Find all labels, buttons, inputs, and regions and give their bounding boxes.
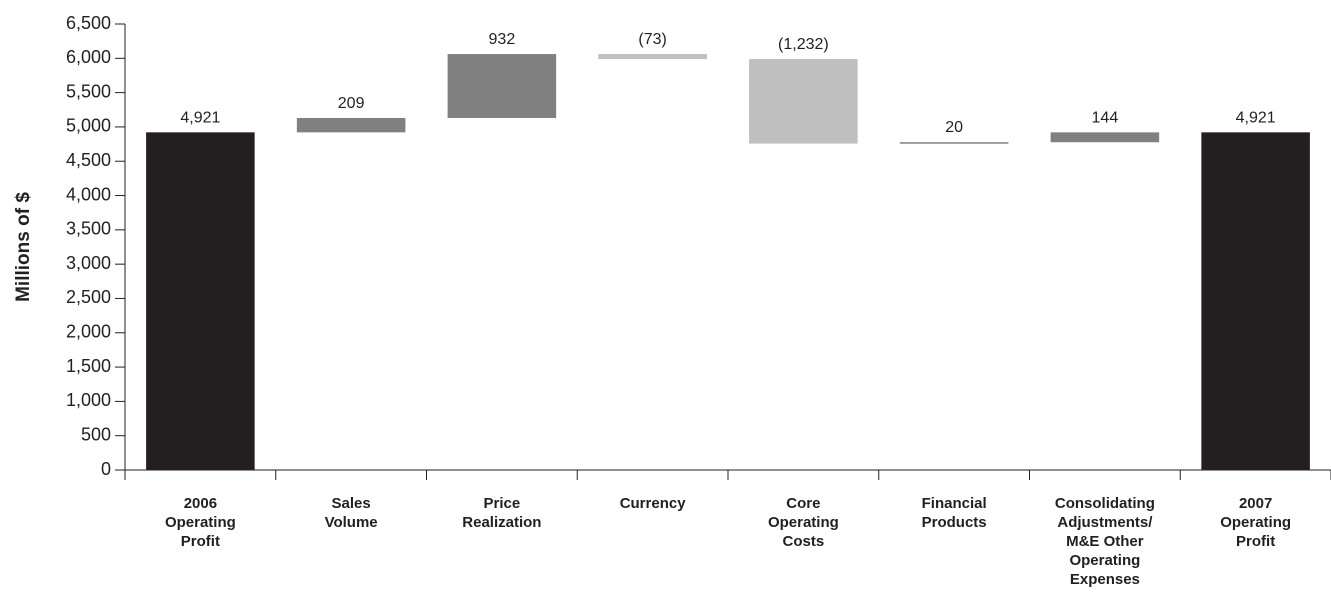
bar	[146, 132, 255, 470]
y-tick-label: 2,500	[66, 287, 111, 307]
x-tick-label: 2007 Operating Profit	[1220, 495, 1292, 550]
value-label: 4,921	[1236, 109, 1276, 126]
y-tick-label: 2,000	[66, 322, 111, 342]
bar	[447, 54, 557, 119]
x-tick-label: Financial Products	[921, 495, 987, 531]
y-tick-label: 4,000	[66, 184, 111, 204]
x-tick-label: Core Operating Costs	[767, 495, 839, 550]
y-tick-label: 0	[101, 459, 111, 479]
value-label: (73)	[638, 31, 666, 48]
y-tick-label: 500	[81, 424, 111, 444]
value-label: 4,921	[180, 109, 220, 126]
y-tick-label: 6,000	[66, 47, 111, 67]
bar	[1050, 132, 1160, 143]
x-tick-label: 2006 Operating Profit	[164, 495, 236, 550]
bar	[899, 142, 1009, 144]
y-tick-label: 1,000	[66, 390, 111, 410]
y-tick-label: 5,000	[66, 116, 111, 136]
y-tick-label: 5,500	[66, 81, 111, 101]
value-label: (1,232)	[778, 36, 829, 53]
y-tick-label: 3,000	[66, 253, 111, 273]
value-label: 932	[489, 31, 516, 48]
x-tick-label: Sales Volume	[324, 495, 378, 531]
x-tick-label: Consolidating Adjustments/ M&E Other Ope…	[1054, 495, 1155, 588]
y-tick-label: 4,500	[66, 150, 111, 170]
y-tick-label: 3,500	[66, 219, 111, 239]
bar	[749, 59, 858, 144]
y-tick-label: 1,500	[66, 356, 111, 376]
y-tick-label: 6,500	[66, 13, 111, 33]
bar	[1201, 132, 1310, 470]
x-tick-label: Price Realization	[462, 495, 542, 531]
value-label: 209	[338, 95, 365, 112]
bar	[598, 54, 707, 60]
value-label: 144	[1092, 109, 1119, 126]
bar	[296, 118, 406, 133]
y-axis-label: Millions of $	[13, 192, 34, 302]
x-tick-label: Currency	[619, 495, 686, 512]
value-label: 20	[945, 119, 963, 136]
